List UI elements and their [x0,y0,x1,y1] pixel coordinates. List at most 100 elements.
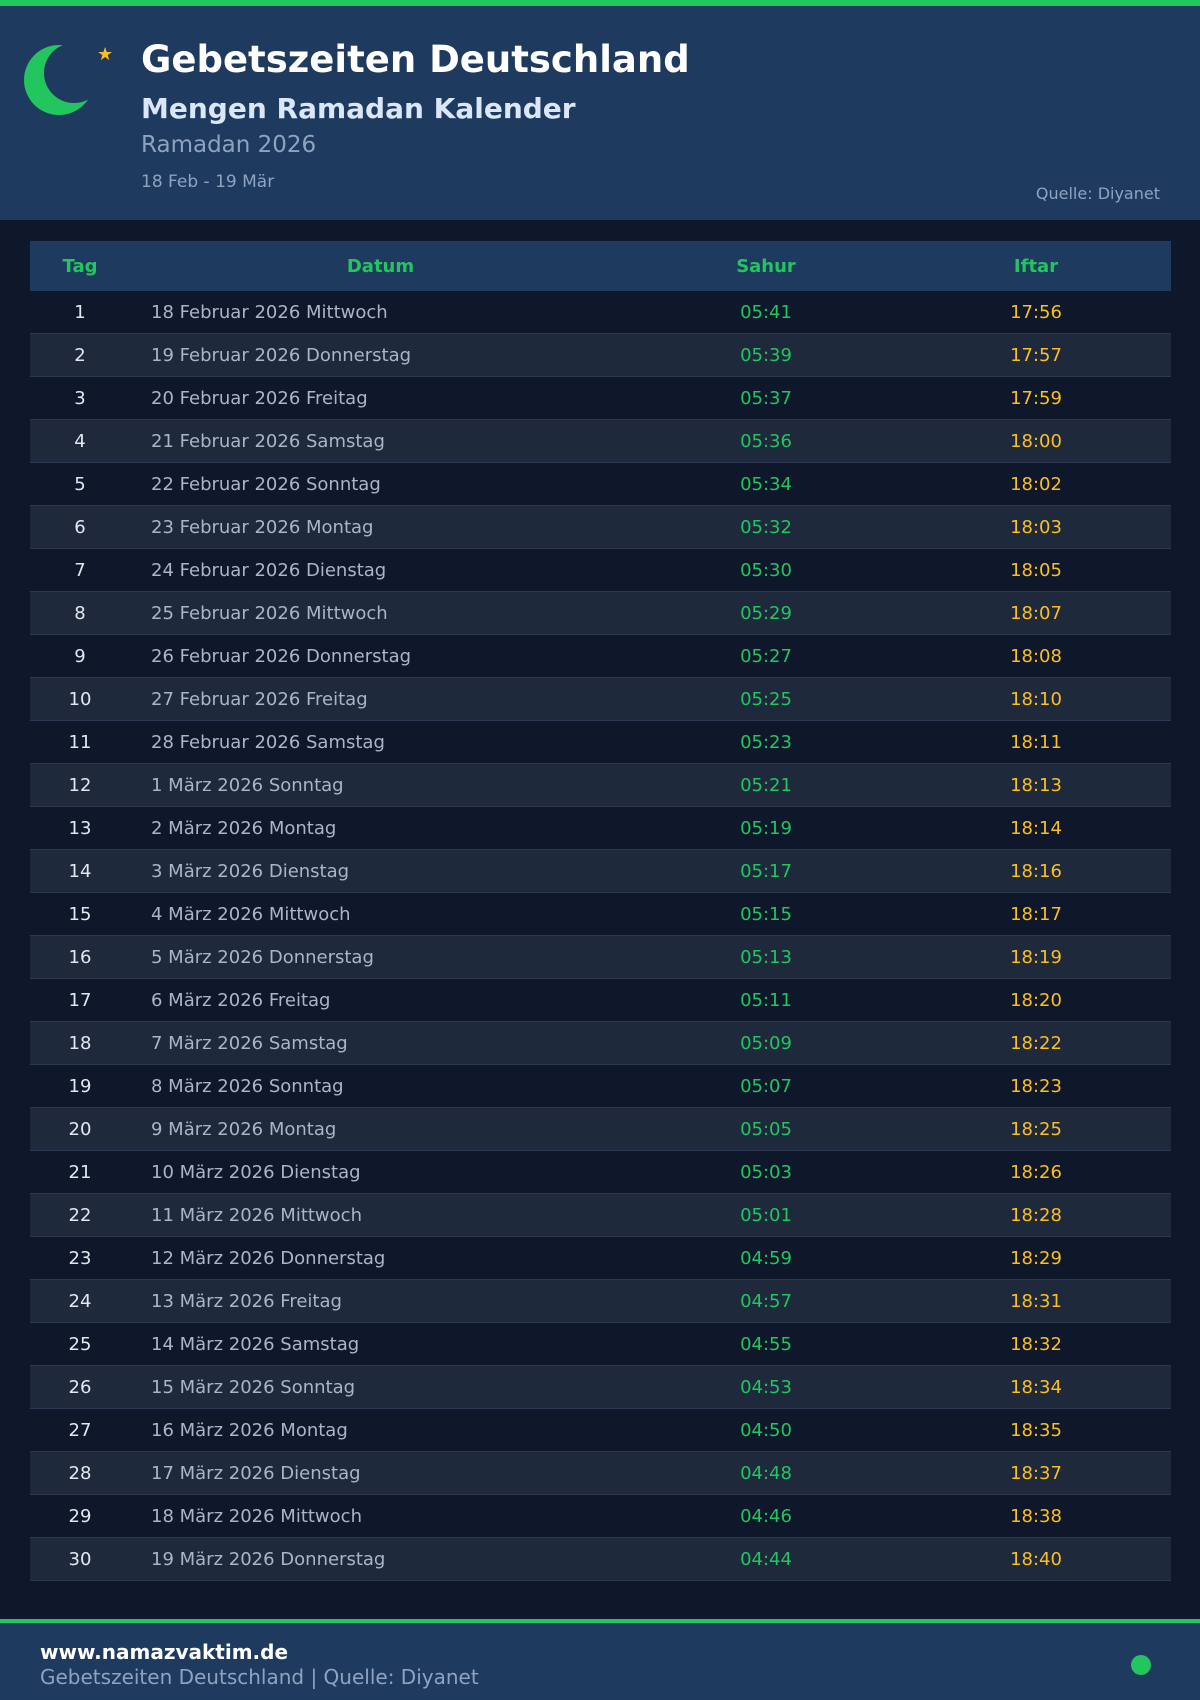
iftar-cell: 18:13 [901,763,1171,807]
date-cell: 17 März 2026 Dienstag [130,1451,631,1495]
iftar-cell: 18:22 [901,1021,1171,1065]
date-cell: 5 März 2026 Donnerstag [130,935,631,979]
footer-site-link[interactable]: www.namazvaktim.de [40,1640,289,1664]
day-cell: 9 [30,634,130,678]
date-cell: 24 Februar 2026 Dienstag [130,548,631,592]
sahur-cell: 05:34 [631,462,901,506]
ramadan-calendar-table: Tag Datum Sahur Iftar 1 18 Februar 2026 M… [30,241,1171,1581]
table-row: 4 21 Februar 2026 Samstag 05:36 18:00 [30,419,1171,463]
day-cell: 13 [30,806,130,850]
table-row: 13 2 März 2026 Montag 05:19 18:14 [30,806,1171,850]
table-row: 24 13 März 2026 Freitag 04:57 18:31 [30,1279,1171,1323]
sahur-cell: 05:29 [631,591,901,635]
day-cell: 20 [30,1107,130,1151]
day-cell: 16 [30,935,130,979]
date-cell: 1 März 2026 Sonntag [130,763,631,807]
sahur-cell: 05:13 [631,935,901,979]
sahur-cell: 04:55 [631,1322,901,1366]
column-header-datum: Datum [130,241,631,291]
table-row: 5 22 Februar 2026 Sonntag 05:34 18:02 [30,462,1171,506]
page-title: Gebetszeiten Deutschland [141,38,690,81]
date-cell: 10 März 2026 Dienstag [130,1150,631,1194]
table-row: 7 24 Februar 2026 Dienstag 05:30 18:05 [30,548,1171,592]
iftar-cell: 18:35 [901,1408,1171,1452]
sahur-cell: 04:59 [631,1236,901,1280]
day-cell: 23 [30,1236,130,1280]
table-row: 8 25 Februar 2026 Mittwoch 05:29 18:07 [30,591,1171,635]
iftar-cell: 18:08 [901,634,1171,678]
iftar-cell: 18:40 [901,1537,1171,1581]
date-cell: 13 März 2026 Freitag [130,1279,631,1323]
iftar-cell: 18:00 [901,419,1171,463]
day-cell: 21 [30,1150,130,1194]
date-cell: 25 Februar 2026 Mittwoch [130,591,631,635]
table-row: 23 12 März 2026 Donnerstag 04:59 18:29 [30,1236,1171,1280]
sahur-cell: 05:05 [631,1107,901,1151]
date-cell: 11 März 2026 Mittwoch [130,1193,631,1237]
iftar-cell: 18:37 [901,1451,1171,1495]
day-cell: 19 [30,1064,130,1108]
table-row: 17 6 März 2026 Freitag 05:11 18:20 [30,978,1171,1022]
table-row: 11 28 Februar 2026 Samstag 05:23 18:11 [30,720,1171,764]
table-row: 10 27 Februar 2026 Freitag 05:25 18:10 [30,677,1171,721]
table-row: 9 26 Februar 2026 Donnerstag 05:27 18:08 [30,634,1171,678]
table-row: 19 8 März 2026 Sonntag 05:07 18:23 [30,1064,1171,1108]
table-row: 27 16 März 2026 Montag 04:50 18:35 [30,1408,1171,1452]
sahur-cell: 04:46 [631,1494,901,1538]
date-cell: 20 Februar 2026 Freitag [130,376,631,420]
sahur-cell: 05:01 [631,1193,901,1237]
table-row: 21 10 März 2026 Dienstag 05:03 18:26 [30,1150,1171,1194]
day-cell: 28 [30,1451,130,1495]
day-cell: 15 [30,892,130,936]
date-cell: 7 März 2026 Samstag [130,1021,631,1065]
table-row: 3 20 Februar 2026 Freitag 05:37 17:59 [30,376,1171,420]
date-range: 18 Feb - 19 Mär [141,172,275,192]
sahur-cell: 05:36 [631,419,901,463]
iftar-cell: 18:03 [901,505,1171,549]
table-row: 29 18 März 2026 Mittwoch 04:46 18:38 [30,1494,1171,1538]
day-cell: 17 [30,978,130,1022]
page-footer: www.namazvaktim.de Gebetszeiten Deutschl… [0,1623,1200,1700]
date-cell: 22 Februar 2026 Sonntag [130,462,631,506]
day-cell: 1 [30,291,130,334]
iftar-cell: 18:11 [901,720,1171,764]
iftar-cell: 18:10 [901,677,1171,721]
date-cell: 3 März 2026 Dienstag [130,849,631,893]
day-cell: 24 [30,1279,130,1323]
day-cell: 22 [30,1193,130,1237]
table-row: 6 23 Februar 2026 Montag 05:32 18:03 [30,505,1171,549]
day-cell: 10 [30,677,130,721]
column-header-tag: Tag [30,241,130,291]
sahur-cell: 04:57 [631,1279,901,1323]
sahur-cell: 05:41 [631,291,901,334]
iftar-cell: 18:02 [901,462,1171,506]
iftar-cell: 18:34 [901,1365,1171,1409]
sahur-cell: 05:03 [631,1150,901,1194]
day-cell: 25 [30,1322,130,1366]
sahur-cell: 05:32 [631,505,901,549]
sahur-cell: 04:48 [631,1451,901,1495]
table-row: 16 5 März 2026 Donnerstag 05:13 18:19 [30,935,1171,979]
sahur-cell: 05:27 [631,634,901,678]
sahur-cell: 05:09 [631,1021,901,1065]
footer-tagline: Gebetszeiten Deutschland | Quelle: Diyan… [40,1665,479,1689]
date-cell: 19 Februar 2026 Donnerstag [130,333,631,377]
table-row: 25 14 März 2026 Samstag 04:55 18:32 [30,1322,1171,1366]
iftar-cell: 18:17 [901,892,1171,936]
day-cell: 7 [30,548,130,592]
date-cell: 18 März 2026 Mittwoch [130,1494,631,1538]
column-header-sahur: Sahur [631,241,901,291]
sahur-cell: 04:44 [631,1537,901,1581]
iftar-cell: 17:59 [901,376,1171,420]
date-cell: 14 März 2026 Samstag [130,1322,631,1366]
day-cell: 5 [30,462,130,506]
sahur-cell: 05:19 [631,806,901,850]
iftar-cell: 18:20 [901,978,1171,1022]
page-header: ★ Gebetszeiten Deutschland Mengen Ramada… [0,6,1200,220]
table-row: 2 19 Februar 2026 Donnerstag 05:39 17:57 [30,333,1171,377]
iftar-cell: 18:32 [901,1322,1171,1366]
day-cell: 18 [30,1021,130,1065]
sahur-cell: 05:11 [631,978,901,1022]
date-cell: 4 März 2026 Mittwoch [130,892,631,936]
top-accent-bar [0,0,1200,6]
